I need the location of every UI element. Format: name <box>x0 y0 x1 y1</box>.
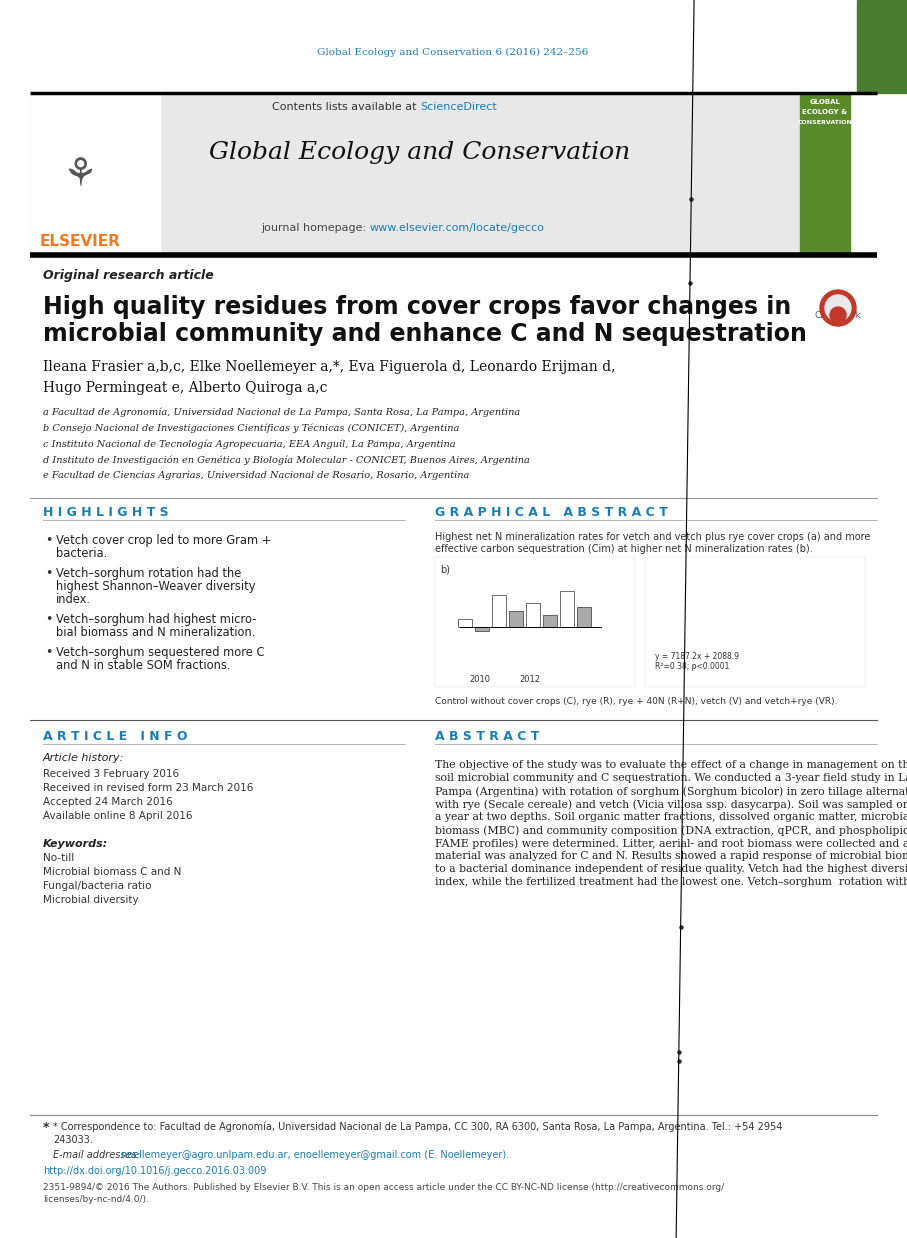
Text: * Correspondence to: Facultad de Agronomía, Universidad Nacional de La Pampa, CC: * Correspondence to: Facultad de Agronom… <box>53 1122 783 1133</box>
Text: CrossMark: CrossMark <box>814 312 862 321</box>
Text: www.elsevier.com/locate/gecco: www.elsevier.com/locate/gecco <box>370 223 545 233</box>
Bar <box>435 557 635 687</box>
Text: and N in stable SOM fractions.: and N in stable SOM fractions. <box>56 659 230 672</box>
Text: bial biomass and N mineralization.: bial biomass and N mineralization. <box>56 626 256 639</box>
Text: effective carbon sequestration (Cim) at higher net N mineralization rates (b).: effective carbon sequestration (Cim) at … <box>435 543 813 553</box>
Text: H I G H L I G H T S: H I G H L I G H T S <box>43 505 169 519</box>
Text: licenses/by-nc-nd/4.0/).: licenses/by-nc-nd/4.0/). <box>43 1196 149 1205</box>
Text: b): b) <box>440 565 450 574</box>
Text: The objective of the study was to evaluate the effect of a change in management : The objective of the study was to evalua… <box>435 760 907 770</box>
Bar <box>458 619 472 626</box>
Text: a Facultad de Agronomía, Universidad Nacional de La Pampa, Santa Rosa, La Pampa,: a Facultad de Agronomía, Universidad Nac… <box>43 407 521 417</box>
Text: R²=0.38; p<0.0001: R²=0.38; p<0.0001 <box>655 662 729 671</box>
Text: Highest net N mineralization rates for vetch and vetch plus rye cover crops (a) : Highest net N mineralization rates for v… <box>435 532 871 542</box>
Text: Vetch–sorghum sequestered more C: Vetch–sorghum sequestered more C <box>56 646 265 659</box>
Text: 243033.: 243033. <box>53 1135 93 1145</box>
Text: noellemeyer@agro.unlpam.edu.ar, enoellemeyer@gmail.com (E. Noellemeyer).: noellemeyer@agro.unlpam.edu.ar, enoellem… <box>121 1150 509 1160</box>
Text: •: • <box>45 567 53 579</box>
Text: Pampa (Argentina) with rotation of sorghum (Sorghum bicolor) in zero tillage alt: Pampa (Argentina) with rotation of sorgh… <box>435 786 907 796</box>
Bar <box>645 557 865 687</box>
Text: a year at two depths. Soil organic matter fractions, dissolved organic matter, m: a year at two depths. Soil organic matte… <box>435 812 907 822</box>
Point <box>671 1042 686 1062</box>
Text: Vetch cover crop led to more Gram +: Vetch cover crop led to more Gram + <box>56 534 271 547</box>
Bar <box>475 626 489 631</box>
Text: material was analyzed for C and N. Results showed a rapid response of microbial : material was analyzed for C and N. Resul… <box>435 851 907 860</box>
Text: Vetch–sorghum rotation had the: Vetch–sorghum rotation had the <box>56 567 241 579</box>
Text: soil microbial community and C sequestration. We conducted a 3-year field study : soil microbial community and C sequestra… <box>435 773 907 782</box>
Bar <box>543 615 557 626</box>
Bar <box>857 0 907 93</box>
Point <box>683 274 697 293</box>
Text: Contents lists available at: Contents lists available at <box>272 102 420 111</box>
Circle shape <box>825 295 851 321</box>
Text: Article history:: Article history: <box>43 753 124 763</box>
Text: microbial community and enhance C and N sequestration: microbial community and enhance C and N … <box>43 322 807 345</box>
Text: Global Ecology and Conservation: Global Ecology and Conservation <box>210 140 630 163</box>
Text: High quality residues from cover crops favor changes in: High quality residues from cover crops f… <box>43 295 791 319</box>
Text: bacteria.: bacteria. <box>56 547 107 560</box>
Text: Microbial biomass C and N: Microbial biomass C and N <box>43 867 181 877</box>
Text: Original research article: Original research article <box>43 269 214 281</box>
Text: GLOBAL: GLOBAL <box>810 99 841 105</box>
Text: 2012: 2012 <box>520 675 541 683</box>
Text: Control without cover crops (C), rye (R), rye + 40N (R+N), vetch (V) and vetch+r: Control without cover crops (C), rye (R)… <box>435 697 837 706</box>
Text: c Instituto Nacional de Tecnología Agropecuaria, EEA Anguíl, La Pampa, Argentina: c Instituto Nacional de Tecnología Agrop… <box>43 439 455 448</box>
Bar <box>492 595 506 626</box>
Text: b Consejo Nacional de Investigaciones Científicas y Técnicas (CONICET), Argentin: b Consejo Nacional de Investigaciones Ci… <box>43 423 459 433</box>
Text: Ileana Frasier a,b,c, Elke Noellemeyer a,*, Eva Figuerola d, Leonardo Erijman d,: Ileana Frasier a,b,c, Elke Noellemeyer a… <box>43 360 616 374</box>
Text: •: • <box>45 613 53 626</box>
Text: 2010: 2010 <box>470 675 491 683</box>
Text: y = 7187.2x + 2088.9: y = 7187.2x + 2088.9 <box>655 652 739 661</box>
Text: Received 3 February 2016: Received 3 February 2016 <box>43 769 179 779</box>
Text: •: • <box>45 646 53 659</box>
Text: •: • <box>45 534 53 547</box>
Text: ⚘: ⚘ <box>63 156 97 194</box>
Text: index, while the fertilized treatment had the lowest one. Vetch–sorghum  rotatio: index, while the fertilized treatment ha… <box>435 877 907 886</box>
Text: journal homepage:: journal homepage: <box>261 223 370 233</box>
Bar <box>800 93 850 253</box>
Bar <box>577 607 591 626</box>
Text: ScienceDirect: ScienceDirect <box>420 102 497 111</box>
Point <box>684 189 698 209</box>
Text: A R T I C L E   I N F O: A R T I C L E I N F O <box>43 729 188 743</box>
Bar <box>526 603 540 626</box>
Bar <box>509 612 523 626</box>
Text: *: * <box>43 1120 50 1134</box>
Point <box>673 917 688 937</box>
Text: Fungal/bacteria ratio: Fungal/bacteria ratio <box>43 881 151 891</box>
Text: ECOLOGY &: ECOLOGY & <box>803 109 847 115</box>
Text: 2351-9894/© 2016 The Authors. Published by Elsevier B.V. This is an open access : 2351-9894/© 2016 The Authors. Published … <box>43 1182 724 1191</box>
Text: Microbial diversity: Microbial diversity <box>43 895 139 905</box>
Bar <box>30 93 850 253</box>
Text: Received in revised form 23 March 2016: Received in revised form 23 March 2016 <box>43 782 253 794</box>
Text: E-mail addresses:: E-mail addresses: <box>53 1150 140 1160</box>
Circle shape <box>830 307 846 323</box>
Text: biomass (MBC) and community composition (DNA extraction, qPCR, and phospholipid: biomass (MBC) and community composition … <box>435 825 907 836</box>
Text: Vetch–sorghum had highest micro-: Vetch–sorghum had highest micro- <box>56 613 257 626</box>
Text: Accepted 24 March 2016: Accepted 24 March 2016 <box>43 797 172 807</box>
Bar <box>560 591 574 626</box>
Text: G R A P H I C A L   A B S T R A C T: G R A P H I C A L A B S T R A C T <box>435 505 668 519</box>
Text: d Instituto de Investigación en Genética y Biología Molecular - CONICET, Buenos : d Instituto de Investigación en Genética… <box>43 456 530 464</box>
Text: http://dx.doi.org/10.1016/j.gecco.2016.03.009: http://dx.doi.org/10.1016/j.gecco.2016.0… <box>43 1166 267 1176</box>
Text: No-till: No-till <box>43 853 74 863</box>
Text: e Facultad de Ciencias Agrarias, Universidad Nacional de Rosario, Rosario, Argen: e Facultad de Ciencias Agrarias, Univers… <box>43 472 470 480</box>
Text: with rye (Secale cereale) and vetch (Vicia villosa ssp. dasycarpa). Soil was sam: with rye (Secale cereale) and vetch (Vic… <box>435 799 907 810</box>
Point <box>671 1051 686 1071</box>
Text: Keywords:: Keywords: <box>43 839 108 849</box>
Text: FAME profiles) were determined. Litter, aerial- and root biomass were collected : FAME profiles) were determined. Litter, … <box>435 838 907 848</box>
Text: highest Shannon–Weaver diversity: highest Shannon–Weaver diversity <box>56 579 256 593</box>
Text: ELSEVIER: ELSEVIER <box>40 234 121 250</box>
Text: Hugo Permingeat e, Alberto Quiroga a,c: Hugo Permingeat e, Alberto Quiroga a,c <box>43 381 327 395</box>
Text: A B S T R A C T: A B S T R A C T <box>435 729 540 743</box>
Text: to a bacterial dominance independent of residue quality. Vetch had the highest d: to a bacterial dominance independent of … <box>435 864 907 874</box>
Text: Available online 8 April 2016: Available online 8 April 2016 <box>43 811 192 821</box>
Text: Global Ecology and Conservation 6 (2016) 242–256: Global Ecology and Conservation 6 (2016)… <box>317 47 589 57</box>
Text: CONSERVATION: CONSERVATION <box>797 120 853 125</box>
Text: index.: index. <box>56 593 91 605</box>
Circle shape <box>820 290 856 326</box>
Bar <box>30 93 160 253</box>
